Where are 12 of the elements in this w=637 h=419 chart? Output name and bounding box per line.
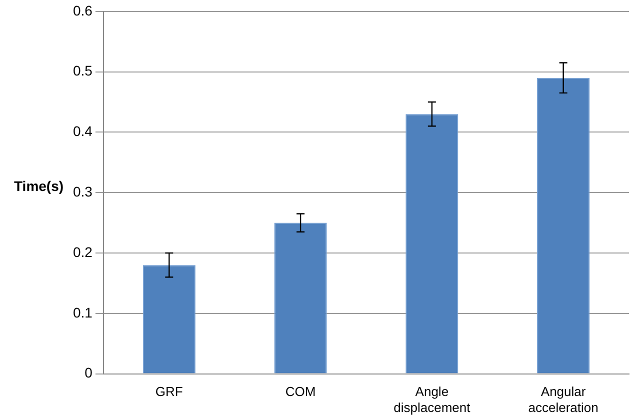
y-tick-label: 0.5 (72, 62, 93, 79)
y-tick-label: 0.2 (72, 244, 93, 260)
y-axis-title: Time(s) (14, 178, 64, 194)
x-tick-label: Angle displacement (394, 384, 471, 415)
y-tick-label: 0.3 (72, 183, 93, 200)
y-tick-label: 0.6 (72, 2, 93, 18)
x-tick-label: Angular acceleration (528, 384, 598, 415)
x-tick-label: GRF (155, 384, 183, 400)
y-tick-label: 0.1 (72, 304, 93, 320)
y-tick-label: 0 (84, 364, 93, 381)
x-tick-label: COM (285, 384, 316, 400)
y-tick-label: 0.4 (72, 123, 93, 140)
